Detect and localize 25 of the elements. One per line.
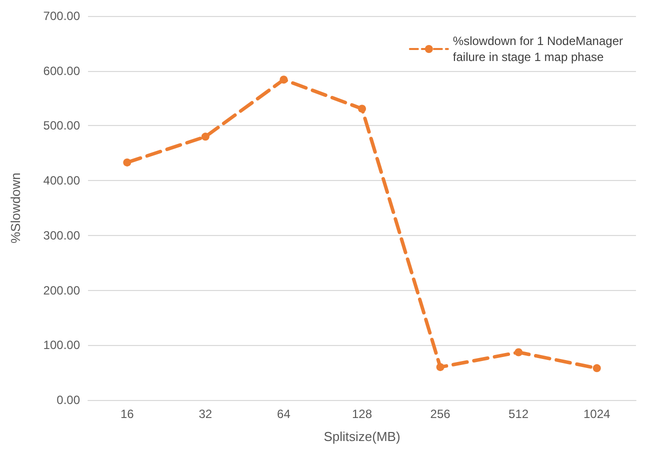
x-tick-label: 512 [508,407,529,421]
y-tick-label: 0.00 [56,393,80,407]
point [514,348,523,356]
y-tick-label: 100.00 [43,338,80,352]
y-tick-label: 500.00 [43,118,80,133]
y-tick-label: 700.00 [43,9,80,23]
x-axis-title: Splitsize(MB) [324,429,400,444]
point [436,363,444,372]
x-tick-label: 64 [277,407,291,421]
point [201,132,210,141]
point [358,104,366,113]
x-tick-label: 256 [430,407,451,421]
y-tick-label: 300.00 [43,228,80,242]
y-axis-title: %Slowdown [8,172,23,244]
point [123,158,132,166]
y-tick-label: 200.00 [43,283,80,298]
x-tick-label: 1024 [584,407,611,421]
legend-label: %slowdown for 1 NodeManager failure in stage 1 map phase [452,34,624,64]
x-tick-label: 128 [352,407,372,421]
x-tick-label: 16 [120,407,134,421]
y-tick-label: 400.00 [43,174,80,188]
point [592,364,601,372]
y-tick-label: 600.00 [43,64,80,78]
point [280,76,288,84]
x-tick-label: 32 [198,407,212,421]
